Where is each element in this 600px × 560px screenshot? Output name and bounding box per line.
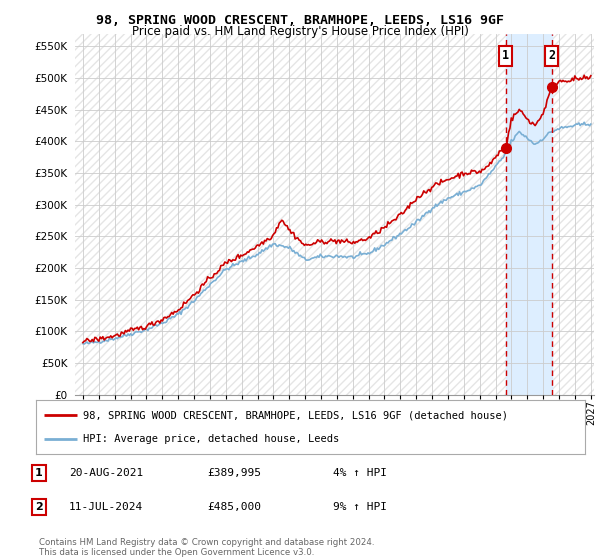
Text: 98, SPRING WOOD CRESCENT, BRAMHOPE, LEEDS, LS16 9GF: 98, SPRING WOOD CRESCENT, BRAMHOPE, LEED… — [96, 14, 504, 27]
Bar — [506, 34, 551, 395]
Text: 9% ↑ HPI: 9% ↑ HPI — [333, 502, 387, 512]
Text: 2: 2 — [35, 502, 43, 512]
Text: 2: 2 — [548, 49, 555, 62]
Text: £485,000: £485,000 — [207, 502, 261, 512]
Text: HPI: Average price, detached house, Leeds: HPI: Average price, detached house, Leed… — [83, 433, 339, 444]
Text: 20-AUG-2021: 20-AUG-2021 — [69, 468, 143, 478]
Text: Contains HM Land Registry data © Crown copyright and database right 2024.
This d: Contains HM Land Registry data © Crown c… — [39, 538, 374, 557]
Text: 11-JUL-2024: 11-JUL-2024 — [69, 502, 143, 512]
Text: 4% ↑ HPI: 4% ↑ HPI — [333, 468, 387, 478]
Text: 1: 1 — [35, 468, 43, 478]
Text: Price paid vs. HM Land Registry's House Price Index (HPI): Price paid vs. HM Land Registry's House … — [131, 25, 469, 38]
Text: £389,995: £389,995 — [207, 468, 261, 478]
Text: 98, SPRING WOOD CRESCENT, BRAMHOPE, LEEDS, LS16 9GF (detached house): 98, SPRING WOOD CRESCENT, BRAMHOPE, LEED… — [83, 410, 508, 421]
Text: 1: 1 — [502, 49, 509, 62]
